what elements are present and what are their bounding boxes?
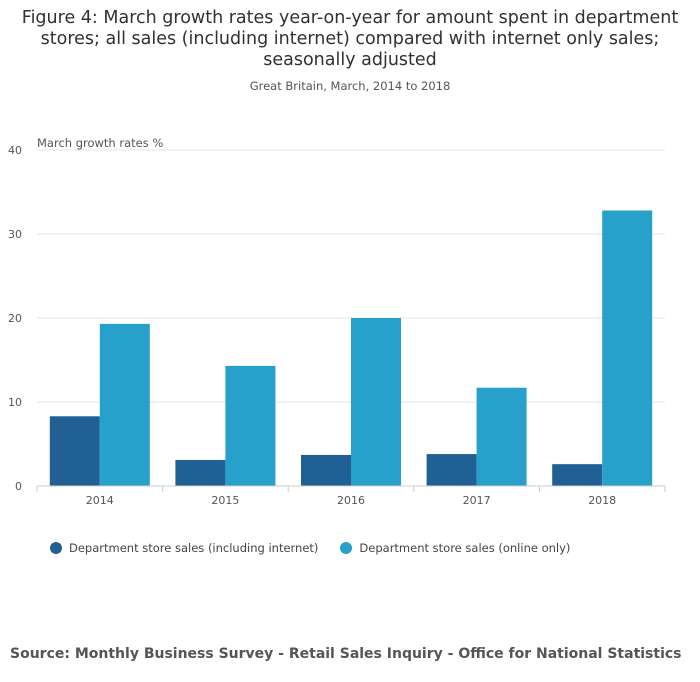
chart-title: Figure 4: March growth rates year-on-yea… (21, 8, 679, 70)
legend: Department store sales (including intern… (50, 541, 592, 555)
bar-online-only-2018 (602, 210, 653, 487)
bar-online-only-2016 (351, 318, 401, 486)
legend-swatch-online-only (340, 542, 353, 554)
chart-subtitle: Great Britain, March, 2014 to 2018 (249, 79, 451, 93)
x-tick-label-2014: 2014 (86, 494, 114, 507)
legend-item-including-internet[interactable]: Department store sales (including intern… (50, 541, 318, 555)
y-tick-label-20: 20 (8, 312, 22, 325)
bar-online-only-2014 (99, 323, 150, 486)
legend-item-online-only[interactable]: Department store sales (online only) (340, 541, 570, 555)
y-tick-label-10: 10 (8, 396, 22, 409)
bar-including-internet-2018 (552, 464, 603, 486)
bar-including-internet-2017 (426, 454, 477, 486)
source-note: Source: Monthly Business Survey - Retail… (10, 646, 682, 662)
bar-chart: 0 10 20 30 40 2014 2015 2016 2017 2018 (8, 144, 666, 507)
x-tick-label-2017: 2017 (463, 494, 491, 507)
legend-label-including-internet: Department store sales (including intern… (69, 541, 319, 555)
y-axis-label: March growth rates % (37, 136, 164, 150)
bar-including-internet-2014 (49, 416, 100, 486)
y-tick-label-30: 30 (8, 228, 22, 241)
bar-online-only-2017 (476, 387, 527, 486)
x-tick-label-2018: 2018 (588, 494, 616, 507)
legend-swatch-including-internet (50, 542, 62, 554)
x-tick-label-2015: 2015 (211, 494, 239, 507)
bar-including-internet-2016 (301, 454, 351, 486)
y-tick-label-40: 40 (8, 144, 22, 157)
x-tick-label-2016: 2016 (337, 494, 365, 507)
legend-label-online-only: Department store sales (online only) (359, 541, 571, 555)
bar-online-only-2015 (225, 365, 276, 486)
bar-including-internet-2015 (175, 459, 226, 486)
y-tick-label-0: 0 (15, 480, 22, 493)
